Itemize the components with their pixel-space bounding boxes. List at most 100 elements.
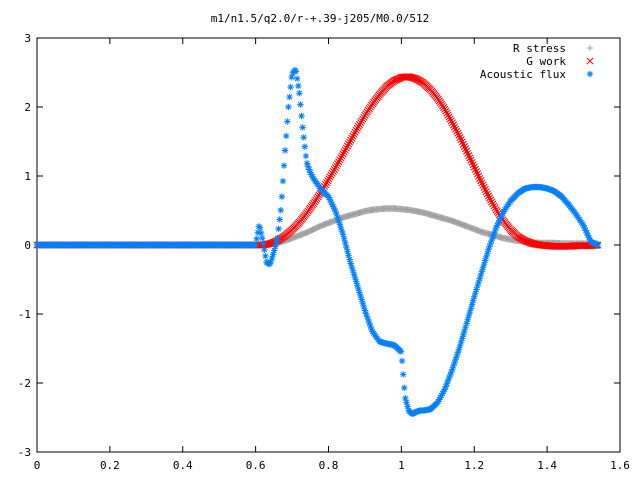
data-point xyxy=(467,305,475,312)
data-point xyxy=(343,142,352,150)
data-point xyxy=(363,313,371,320)
data-point xyxy=(479,181,487,189)
data-point xyxy=(583,229,591,237)
x-tick-label: 1 xyxy=(398,459,405,472)
data-point xyxy=(279,177,287,185)
data-point xyxy=(305,166,313,173)
data-point xyxy=(498,212,505,220)
data-point xyxy=(456,342,464,350)
data-point xyxy=(348,263,356,271)
data-point xyxy=(398,357,406,365)
data-point xyxy=(340,148,348,156)
data-point xyxy=(354,281,361,289)
data-point xyxy=(446,115,454,123)
data-point xyxy=(361,307,369,314)
data-point xyxy=(331,164,339,172)
data-point xyxy=(465,312,472,320)
data-point xyxy=(466,308,474,316)
data-point xyxy=(343,243,350,251)
data-point xyxy=(458,138,466,146)
data-point xyxy=(494,222,501,229)
legend-marker xyxy=(586,70,594,78)
data-point xyxy=(461,327,468,335)
data-point xyxy=(399,371,407,378)
data-point xyxy=(401,384,408,392)
data-point xyxy=(304,163,312,170)
data-point xyxy=(331,205,338,213)
data-point xyxy=(436,396,443,403)
data-point xyxy=(346,138,354,146)
data-point xyxy=(360,303,368,311)
axes-ticks: 0 0.2 0.4 0.6 0.8 1 1.2 1.4 1.6 -3 -2 -1 0 1 2 3 xyxy=(18,32,630,472)
data-point xyxy=(366,319,373,327)
data-point xyxy=(365,316,372,324)
data-point xyxy=(286,93,293,101)
data-point xyxy=(455,131,463,139)
data-point xyxy=(471,293,478,300)
data-point xyxy=(451,123,459,131)
data-point xyxy=(490,202,498,210)
data-point xyxy=(475,279,482,286)
data-point xyxy=(499,210,506,217)
data-point xyxy=(467,156,475,164)
y-tick-label: -1 xyxy=(18,308,31,321)
data-point xyxy=(454,129,462,137)
x-tick-label: 1.4 xyxy=(537,459,557,472)
data-point xyxy=(453,352,460,360)
data-point xyxy=(459,140,467,148)
data-point xyxy=(480,183,488,191)
data-point xyxy=(463,320,470,327)
data-point xyxy=(299,124,306,131)
data-point xyxy=(254,229,262,236)
y-tick-label: -2 xyxy=(18,377,31,390)
data-point xyxy=(457,136,465,144)
data-point xyxy=(452,356,459,363)
data-point xyxy=(354,122,362,131)
data-point xyxy=(402,394,409,402)
data-point xyxy=(336,221,343,228)
data-point xyxy=(497,215,504,222)
series-r-stress xyxy=(33,205,601,249)
data-point xyxy=(449,121,458,129)
data-point xyxy=(258,234,266,242)
data-point xyxy=(581,224,588,232)
data-point xyxy=(487,196,495,204)
data-point xyxy=(463,147,471,155)
data-point xyxy=(308,171,315,178)
data-point xyxy=(453,127,461,135)
data-point xyxy=(261,246,268,254)
data-point xyxy=(327,171,335,179)
data-point xyxy=(307,169,314,176)
legend-label: G work xyxy=(526,55,566,68)
legend-label: Acoustic flux xyxy=(480,68,566,81)
data-point xyxy=(352,278,360,285)
data-point xyxy=(472,168,480,176)
data-point xyxy=(448,119,456,127)
data-point xyxy=(253,235,260,242)
data-point xyxy=(266,260,274,268)
data-point xyxy=(328,201,336,208)
data-point xyxy=(326,196,334,203)
data-point xyxy=(437,394,444,401)
data-point xyxy=(358,117,366,125)
data-point xyxy=(403,399,410,406)
data-point xyxy=(397,348,405,355)
data-point xyxy=(454,349,462,356)
data-point xyxy=(448,368,455,376)
y-tick-label: 1 xyxy=(24,170,31,183)
data-point xyxy=(461,145,470,153)
data-point xyxy=(476,275,483,282)
data-point xyxy=(330,165,338,174)
data-point xyxy=(580,222,587,229)
data-point xyxy=(491,204,499,212)
data-point xyxy=(473,286,480,293)
y-tick-label: 2 xyxy=(24,101,31,114)
series-g-work xyxy=(33,73,602,250)
data-point xyxy=(481,257,489,264)
data-point xyxy=(451,359,458,366)
data-point xyxy=(582,227,589,234)
data-point xyxy=(444,377,452,384)
data-point xyxy=(324,177,332,185)
data-point xyxy=(359,115,367,123)
data-point xyxy=(351,128,359,136)
